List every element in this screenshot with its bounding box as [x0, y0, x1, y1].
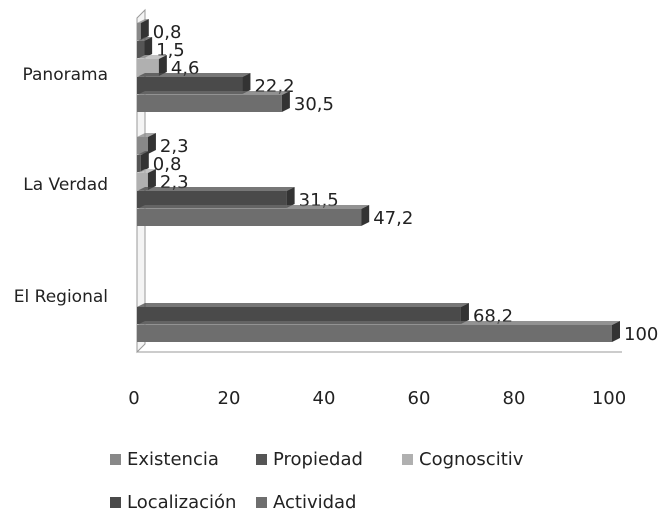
legend-label: Existencia [127, 449, 219, 470]
legend-swatch [256, 497, 267, 508]
bars: 0,81,54,622,230,52,30,82,331,547,268,210… [137, 19, 658, 345]
bar-actividad-1 [137, 205, 370, 226]
bar-localizacin-0 [137, 73, 251, 94]
legend-swatch [256, 454, 267, 465]
data-label: 30,5 [294, 94, 334, 115]
x-tick-label: 100 [592, 388, 626, 409]
bar-localizacin-2 [137, 303, 469, 324]
data-label: 0,8 [153, 154, 182, 175]
bar-existencia-1 [137, 133, 156, 154]
legend-item: Existencia [110, 449, 219, 470]
x-tick-label: 60 [408, 388, 431, 409]
legend-item: Propiedad [256, 449, 363, 470]
data-label: 2,3 [160, 136, 189, 157]
x-tick-label: 80 [503, 388, 526, 409]
legend-swatch [110, 454, 121, 465]
bar-cognoscitiv-0 [137, 55, 167, 76]
legend-swatch [110, 497, 121, 508]
bar-existencia-0 [137, 19, 149, 40]
bar-actividad-0 [137, 91, 290, 112]
legend-label: Actividad [273, 492, 357, 513]
legend-item: Actividad [256, 492, 357, 513]
x-axis-ticks: 0 20 40 60 80 100 [128, 388, 626, 409]
bar-propiedad-0 [137, 37, 153, 58]
data-label: 100 [624, 324, 658, 345]
bar-actividad-2 [137, 321, 620, 342]
legend-swatch [402, 454, 413, 465]
x-tick-label: 20 [218, 388, 241, 409]
legend-label: Cognoscitiv [419, 449, 524, 470]
legend-label: Localización [127, 492, 237, 513]
data-label: 47,2 [373, 208, 413, 229]
category-labels: Panorama La Verdad El Regional [14, 65, 108, 307]
legend-label: Propiedad [273, 449, 363, 470]
legend-item: Localización [110, 492, 236, 513]
bar-propiedad-1 [137, 151, 149, 172]
bar-cognoscitiv-1 [137, 169, 156, 190]
data-label: 0,8 [153, 22, 182, 43]
x-tick-label: 0 [128, 388, 139, 409]
category-label: Panorama [23, 65, 108, 85]
category-label: La Verdad [23, 175, 108, 195]
bar-localizacin-1 [137, 187, 295, 208]
legend-item: Cognoscitiv [402, 449, 523, 470]
plot-area [136, 8, 622, 354]
category-label: El Regional [14, 287, 108, 307]
x-tick-label: 40 [313, 388, 336, 409]
